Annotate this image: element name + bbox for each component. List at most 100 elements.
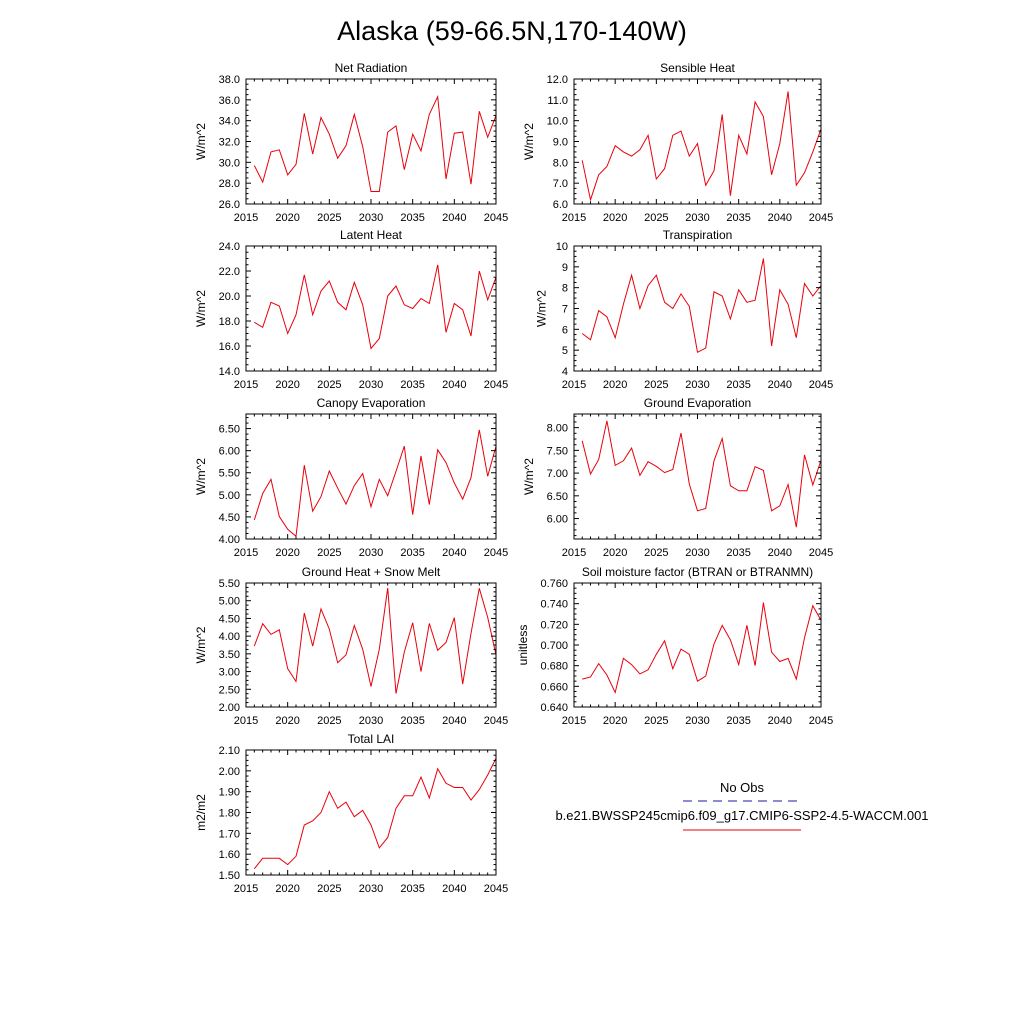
panels: 2015 2020 2025 2030 2035 2040 2045 26.0 28.0 30.0… bbox=[194, 61, 833, 895]
x-tick-label: 2020 bbox=[275, 379, 299, 391]
x-tick-label: 2015 bbox=[562, 547, 586, 559]
y-tick-label: 2.50 bbox=[219, 684, 240, 696]
x-tick-label: 2045 bbox=[809, 212, 833, 224]
y-axis-label: W/m^2 bbox=[194, 123, 208, 160]
x-tick-label: 2035 bbox=[726, 212, 750, 224]
x-tick-label: 2035 bbox=[400, 379, 424, 391]
y-tick-label: 7 bbox=[562, 304, 568, 316]
plot-frame bbox=[573, 78, 822, 205]
x-tick-label: 2015 bbox=[562, 715, 586, 727]
y-tick-label: 14.0 bbox=[219, 366, 240, 378]
x-tick-label: 2035 bbox=[400, 547, 424, 559]
panel-title: Canopy Evaporation bbox=[317, 396, 426, 410]
y-tick-label: 5.50 bbox=[219, 578, 240, 590]
panel-8: 2015 2020 2025 2030 2035 2040 2045 0.640 0.660 0.… bbox=[516, 565, 833, 727]
y-tick-label: 16.0 bbox=[219, 341, 240, 353]
x-tick-label: 2015 bbox=[562, 379, 586, 391]
y-tick-label: 8.00 bbox=[547, 423, 568, 435]
x-tick-label: 2040 bbox=[442, 212, 466, 224]
x-tick-label: 2045 bbox=[809, 715, 833, 727]
x-tick-label: 2040 bbox=[442, 379, 466, 391]
x-tick-label: 2025 bbox=[644, 379, 668, 391]
y-tick-label: 9.0 bbox=[553, 137, 568, 149]
x-tick-label: 2040 bbox=[768, 715, 792, 727]
x-tick-label: 2040 bbox=[768, 212, 792, 224]
x-tick-label: 2030 bbox=[359, 547, 383, 559]
panel-5: 2015 2020 2025 2030 2035 2040 2045 4.00 4.50 5.00… bbox=[194, 396, 508, 559]
y-tick-label: 4 bbox=[562, 366, 568, 378]
panel-title: Ground Evaporation bbox=[644, 396, 751, 410]
y-tick-label: 6.50 bbox=[219, 424, 240, 436]
plot-frame bbox=[573, 582, 822, 708]
panel-title: Sensible Heat bbox=[660, 61, 735, 75]
plot-frame bbox=[245, 413, 497, 540]
x-tick-label: 2025 bbox=[644, 547, 668, 559]
y-tick-label: 6.00 bbox=[219, 446, 240, 458]
y-tick-label: 6.00 bbox=[547, 514, 568, 526]
y-tick-label: 1.70 bbox=[219, 828, 240, 840]
x-tick-label: 2035 bbox=[726, 547, 750, 559]
panel-title: Transpiration bbox=[663, 228, 733, 242]
x-tick-label: 2045 bbox=[484, 547, 508, 559]
y-axis-label: W/m^2 bbox=[535, 290, 549, 327]
y-tick-label: 10.0 bbox=[547, 116, 568, 128]
x-tick-label: 2040 bbox=[768, 379, 792, 391]
y-tick-label: 4.00 bbox=[219, 534, 240, 546]
y-tick-label: 5.50 bbox=[219, 468, 240, 480]
x-tick-label: 2045 bbox=[809, 379, 833, 391]
x-tick-label: 2045 bbox=[484, 379, 508, 391]
y-axis-label: W/m^2 bbox=[194, 458, 208, 495]
series-line bbox=[254, 264, 497, 350]
y-tick-label: 20.0 bbox=[219, 291, 240, 303]
x-tick-label: 2015 bbox=[234, 379, 258, 391]
y-tick-label: 7.50 bbox=[547, 445, 568, 457]
y-tick-label: 5.00 bbox=[219, 490, 240, 502]
x-tick-label: 2030 bbox=[359, 715, 383, 727]
x-tick-label: 2035 bbox=[400, 715, 424, 727]
y-tick-label: 18.0 bbox=[219, 316, 240, 328]
y-tick-label: 26.0 bbox=[219, 199, 240, 211]
y-tick-label: 22.0 bbox=[219, 266, 240, 278]
y-tick-label: 1.80 bbox=[219, 808, 240, 820]
y-tick-label: 3.50 bbox=[219, 649, 240, 661]
y-axis-label: W/m^2 bbox=[194, 290, 208, 327]
panel-4: 2015 2020 2025 2030 2035 2040 2045 4 5 6 7 8 9 10 Tran… bbox=[535, 228, 834, 391]
plot-frame bbox=[573, 413, 822, 540]
y-tick-label: 8 bbox=[562, 283, 568, 295]
y-tick-label: 34.0 bbox=[219, 116, 240, 128]
y-tick-label: 0.680 bbox=[540, 661, 568, 673]
x-tick-label: 2030 bbox=[359, 883, 383, 895]
y-tick-label: 36.0 bbox=[219, 95, 240, 107]
y-tick-label: 8.0 bbox=[553, 157, 568, 169]
y-tick-label: 4.00 bbox=[219, 631, 240, 643]
panel-3: 2015 2020 2025 2030 2035 2040 2045 14.0 16.0 18.0… bbox=[194, 228, 508, 391]
x-tick-label: 2030 bbox=[685, 547, 709, 559]
y-tick-label: 5 bbox=[562, 345, 568, 357]
plot-frame bbox=[245, 582, 497, 708]
panel-title: Net Radiation bbox=[335, 61, 408, 75]
panel-7: 2015 2020 2025 2030 2035 2040 2045 2.00 2.50 3.00… bbox=[194, 565, 508, 727]
y-tick-label: 0.740 bbox=[540, 599, 568, 611]
x-tick-label: 2030 bbox=[359, 212, 383, 224]
x-tick-label: 2015 bbox=[234, 212, 258, 224]
x-tick-label: 2025 bbox=[644, 212, 668, 224]
x-tick-label: 2035 bbox=[400, 212, 424, 224]
y-axis-label: m2/m2 bbox=[194, 794, 208, 831]
y-tick-label: 10 bbox=[556, 241, 568, 253]
x-tick-label: 2020 bbox=[275, 212, 299, 224]
plot-frame bbox=[245, 78, 497, 205]
x-tick-label: 2015 bbox=[234, 547, 258, 559]
y-tick-label: 6 bbox=[562, 324, 568, 336]
x-tick-label: 2025 bbox=[317, 715, 341, 727]
series-line bbox=[253, 587, 497, 694]
series-line bbox=[581, 420, 822, 528]
y-tick-label: 24.0 bbox=[219, 241, 240, 253]
x-tick-label: 2020 bbox=[603, 715, 627, 727]
y-tick-label: 0.660 bbox=[540, 681, 568, 693]
x-tick-label: 2015 bbox=[234, 883, 258, 895]
legend: No Obs b.e21.BWSSP245cmip6.f09_g17.CMIP6… bbox=[555, 780, 929, 831]
x-tick-label: 2015 bbox=[234, 715, 258, 727]
y-tick-label: 4.50 bbox=[219, 512, 240, 524]
series-line bbox=[253, 758, 497, 870]
x-tick-label: 2020 bbox=[275, 715, 299, 727]
